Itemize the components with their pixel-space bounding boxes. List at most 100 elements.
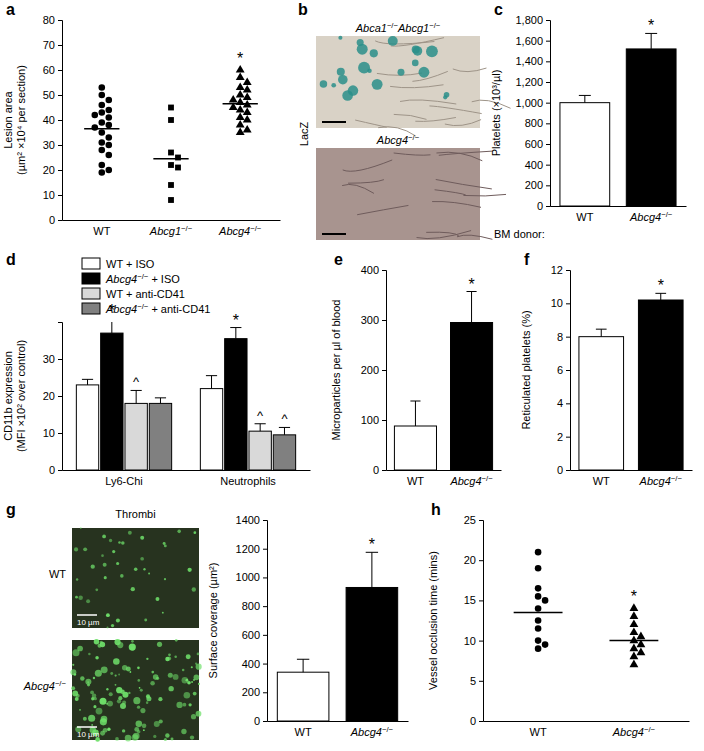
data-point: [175, 155, 181, 161]
texture: [157, 642, 162, 647]
texture: [128, 531, 132, 535]
panel-label: e: [334, 251, 343, 268]
tick-mark: [58, 120, 62, 121]
y-tick: 1,400: [515, 55, 550, 67]
data-point: [236, 127, 245, 135]
image-label: Abca1−/−Abcg1−/−: [355, 21, 441, 35]
texture: [101, 554, 104, 557]
legend-item: Abcg4−/− + ISO: [82, 272, 180, 286]
y-tick: 25: [464, 514, 483, 526]
axis-line: [263, 521, 268, 722]
data-point: [106, 152, 113, 159]
y-axis: 024681012: [551, 264, 571, 476]
x-tick-label: WT: [407, 475, 424, 487]
texture: [357, 205, 408, 214]
y-tick: 1200: [236, 543, 267, 555]
y-tick: 1,200: [515, 76, 550, 88]
texture: [94, 639, 100, 645]
plot: 02004006008001,0001,2001,4001,6001,800Pl…: [490, 14, 687, 240]
tick-mark: [58, 45, 62, 46]
bar: [249, 431, 271, 470]
tick-mark: [546, 61, 550, 62]
data-point: [106, 142, 113, 149]
tick-mark: [546, 185, 550, 186]
error-line: [235, 328, 236, 339]
texture: [158, 697, 162, 701]
x-tick: Abcg1−/−: [149, 223, 193, 237]
texture: [134, 567, 137, 570]
tick-mark: [382, 420, 386, 421]
texture: [142, 724, 147, 729]
y-tick-label: 60: [43, 64, 55, 76]
texture: [122, 729, 125, 732]
panel: d0102030CD11b expression(MFI ×10² over c…: [2, 251, 311, 487]
axis-line: [484, 721, 690, 722]
error-line: [601, 329, 602, 337]
texture: [120, 689, 124, 693]
data-point: [168, 182, 174, 188]
error-bar: [155, 398, 166, 404]
x-tick-label: WT: [295, 726, 312, 738]
texture: [355, 120, 386, 127]
y-tick: 400: [242, 658, 267, 670]
y-tick-label: 4: [557, 397, 563, 409]
y-tick-label: 2: [557, 431, 563, 443]
texture: [463, 194, 506, 196]
tick-mark: [263, 692, 267, 693]
texture: [122, 665, 128, 671]
texture: [121, 541, 125, 545]
legend-label: Abcg4−/− + anti-CD41: [105, 302, 210, 316]
tick-mark: [546, 123, 550, 124]
y-tick-label: 10: [551, 297, 563, 309]
error-cap: [131, 390, 142, 391]
texture: [171, 738, 174, 741]
texture: [443, 95, 447, 99]
y-axis-title: Reticulated platelets (%): [520, 310, 532, 429]
tick-mark: [263, 520, 267, 521]
data-point: [542, 597, 549, 604]
y-tick-label: 1,800: [515, 14, 543, 26]
y-tick-label: 0: [537, 200, 543, 212]
texture: [187, 568, 191, 572]
panel: e0100200300400Microparticles per µl of b…: [330, 251, 502, 487]
texture: [74, 673, 77, 676]
texture: [116, 562, 119, 565]
x-tick: WT: [93, 225, 110, 237]
data-point: [236, 72, 245, 80]
x-axis: Ly6-ChiNeutrophils: [63, 471, 311, 487]
bar: [76, 385, 98, 470]
x-tick: Abcg4−/−: [612, 724, 656, 738]
y-tick: 800: [525, 117, 550, 129]
texture: [190, 735, 194, 739]
x-tick-label: WT: [530, 726, 547, 738]
error-bar: [131, 390, 142, 403]
legend-item: Abcg4−/− + anti-CD41: [82, 302, 210, 316]
texture: [144, 619, 147, 622]
y-tick-label: 20: [43, 164, 55, 176]
texture: [419, 67, 430, 78]
y-tick: 10: [43, 427, 62, 439]
error-cap: [596, 329, 607, 330]
y-tick: 0: [470, 715, 483, 727]
panel: gThrombiWT10 µmAbcg4−/−10 µm: [6, 501, 202, 742]
plot: 0200400600800100012001400Surface coverag…: [207, 514, 409, 738]
tick-mark: [263, 577, 267, 578]
data-point: [236, 105, 245, 113]
error-line: [260, 424, 261, 431]
legend-label: WT + anti-CD41: [106, 288, 185, 300]
data-point: [229, 95, 238, 103]
error-bar: [645, 33, 657, 49]
tick-mark: [382, 320, 386, 321]
data-point: [236, 82, 245, 90]
texture: [87, 681, 89, 683]
x-tick-label: Neutrophils: [220, 475, 276, 487]
axis-line: [58, 21, 63, 221]
texture: [394, 114, 427, 119]
y-axis-title: Platelets (×10³/µl): [490, 70, 502, 157]
texture: [95, 588, 98, 591]
x-axis: WTAbcg1−/−Abcg4−/−: [63, 221, 281, 237]
texture: [445, 120, 481, 126]
tick-mark: [566, 370, 570, 371]
y-axis-title: Microparticles per µl of blood: [330, 300, 342, 441]
y-tick-label: 10: [43, 189, 55, 201]
